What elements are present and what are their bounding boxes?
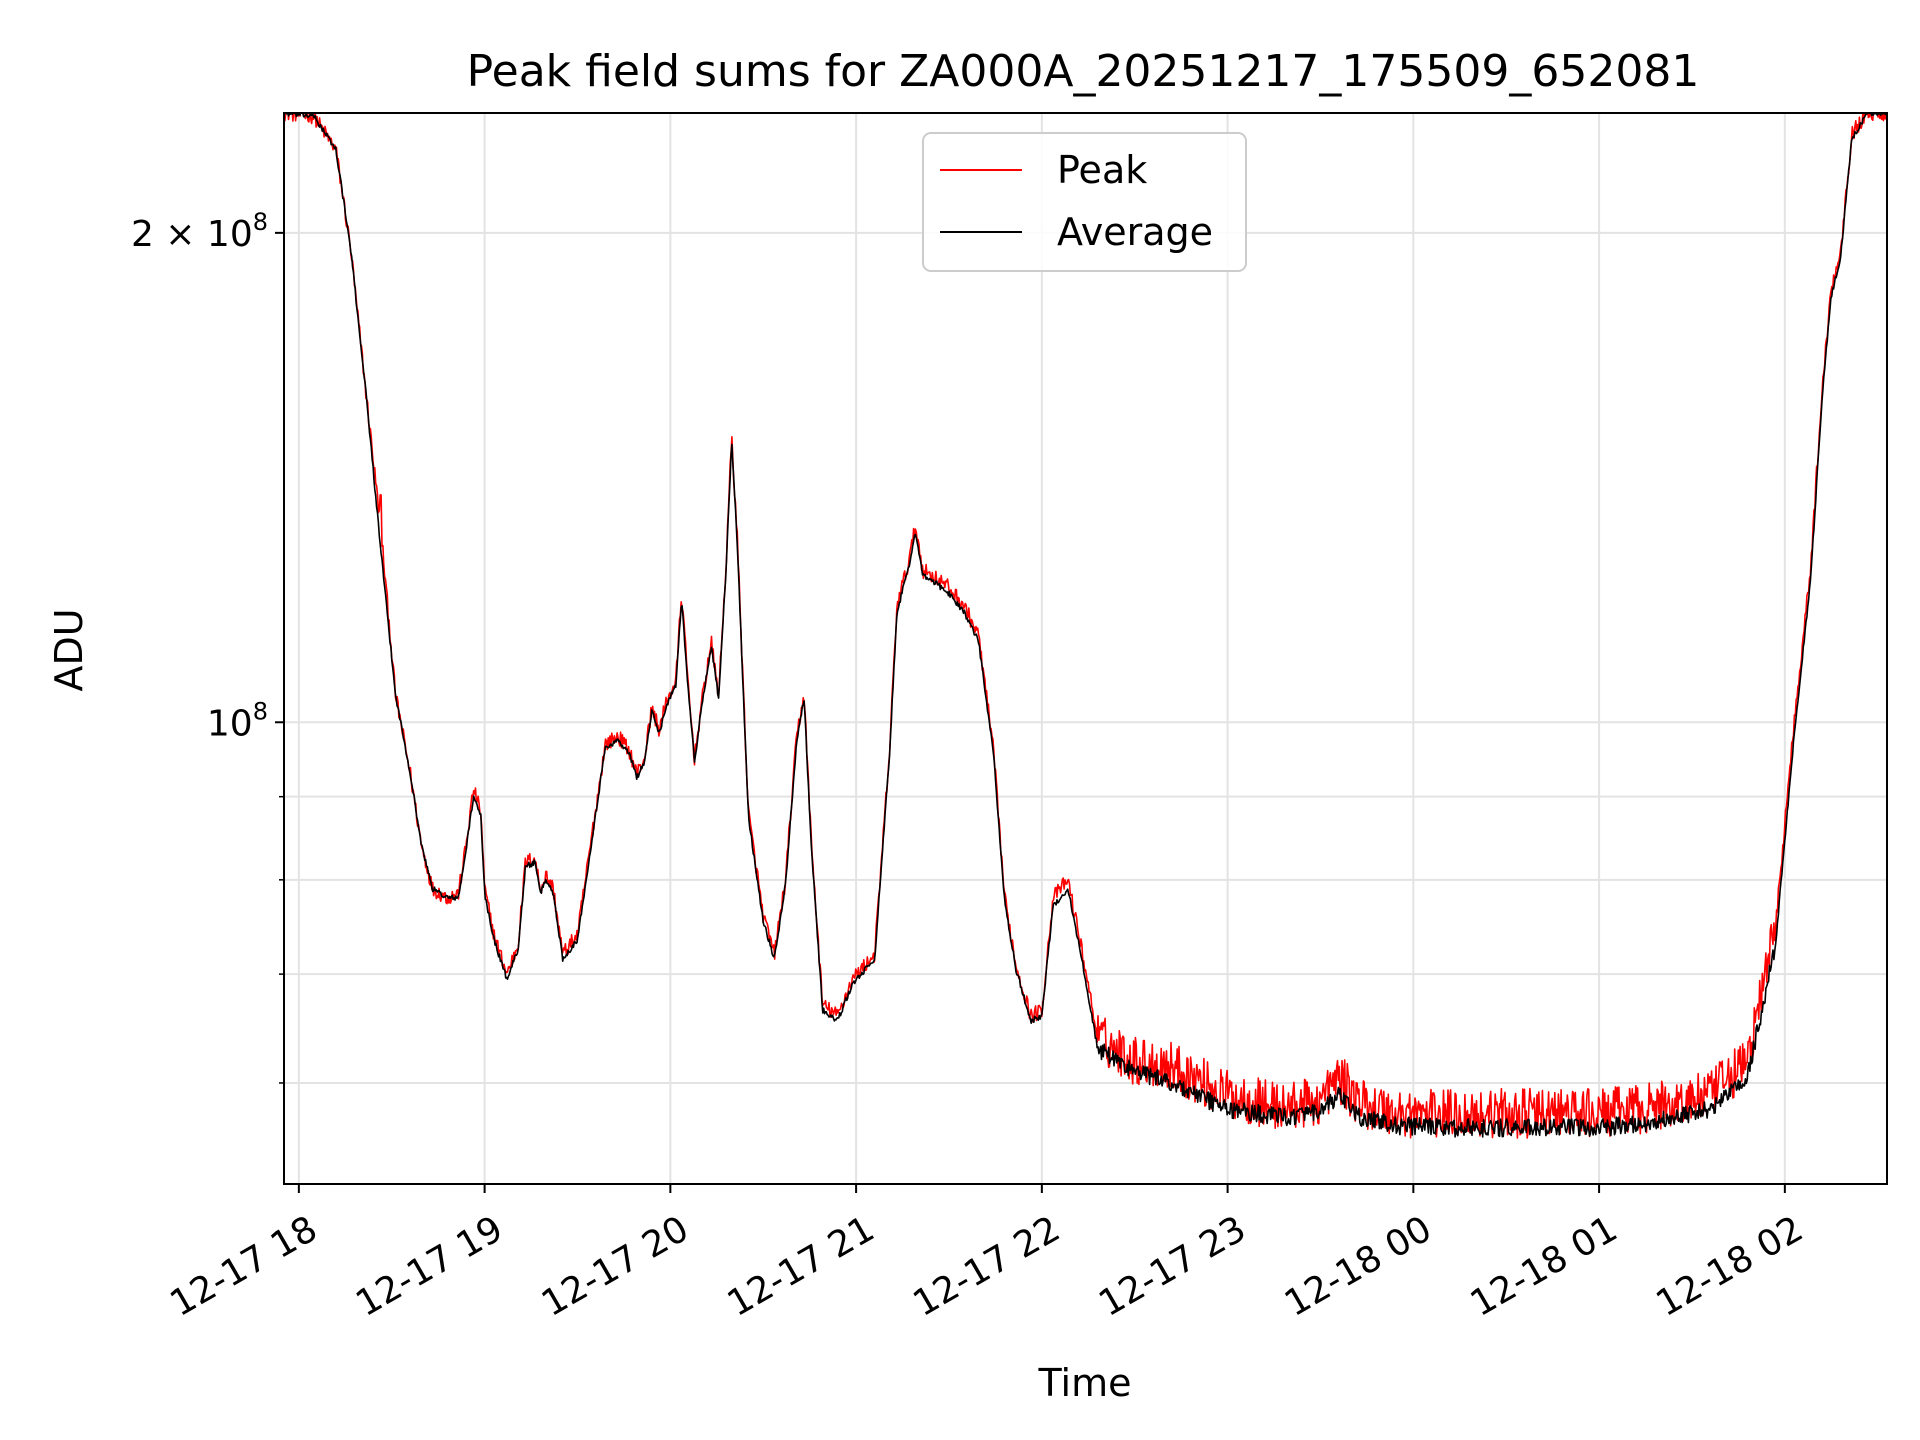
legend-peak-label: Peak (1057, 148, 1147, 192)
y-axis-label: ADU (47, 608, 91, 691)
y-tick-label-1: 2 × 108 (131, 208, 268, 255)
chart-title: Peak field sums for ZA000A_20251217_1755… (467, 46, 1700, 97)
legend-average-label: Average (1057, 210, 1213, 254)
x-axis-label: Time (1038, 1361, 1132, 1405)
legend-box (922, 132, 1247, 272)
series-line-average (284, 113, 1887, 1138)
legend: Peak Average (922, 132, 1247, 272)
series-layer (284, 113, 1887, 1139)
plot-frame (283, 112, 1888, 1185)
y-tick-label-0: 108 (207, 697, 268, 744)
y-axis: 108 2 × 108 (131, 208, 284, 1084)
